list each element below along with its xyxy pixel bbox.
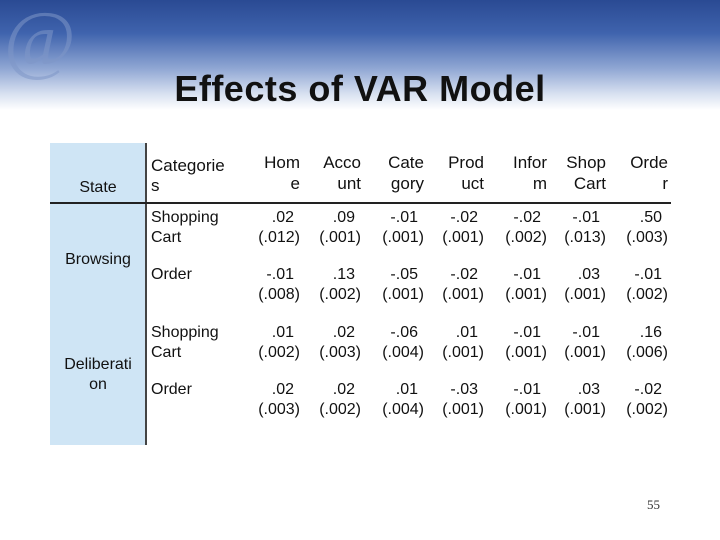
standard-error-value: (.003) [258, 401, 300, 418]
row-category-shopping-cart: Shopping Cart [151, 324, 219, 361]
standard-error-value: (.012) [258, 229, 300, 246]
coefficient-value: -.01 [513, 324, 541, 341]
standard-error-value: (.004) [382, 401, 424, 418]
header-state: State [79, 179, 117, 196]
coefficient-value: .50 [639, 209, 662, 226]
standard-error-value: (.002) [319, 401, 361, 418]
standard-error-value: (.001) [564, 344, 606, 361]
coefficient-value: .02 [332, 324, 355, 341]
coefficient-value: .01 [455, 324, 478, 341]
header-banner: @ [0, 0, 720, 110]
column-header: Hom e [264, 153, 300, 193]
standard-error-value: (.002) [505, 229, 547, 246]
standard-error-value: (.002) [258, 344, 300, 361]
column-header: Prod uct [448, 153, 484, 193]
coefficient-value: -.01 [513, 266, 541, 283]
coefficient-value: .01 [271, 324, 294, 341]
standard-error-value: (.001) [505, 401, 547, 418]
coefficient-value: -.01 [572, 209, 600, 226]
coefficient-value: -.02 [450, 266, 478, 283]
column-header: Orde r [630, 153, 668, 193]
coefficient-value: -.01 [634, 266, 662, 283]
coefficient-value: -.01 [266, 266, 294, 283]
standard-error-value: (.001) [382, 229, 424, 246]
standard-error-value: (.001) [442, 229, 484, 246]
standard-error-value: (.006) [626, 344, 668, 361]
standard-error-value: (.001) [442, 401, 484, 418]
at-sign-logo: @ [4, 0, 76, 82]
column-header: Acco unt [323, 153, 361, 193]
standard-error-value: (.001) [382, 286, 424, 303]
group-label-browsing: Browsing [65, 251, 131, 268]
column-header: Cate gory [388, 153, 424, 193]
coefficient-value: -.01 [513, 381, 541, 398]
column-header: Shop Cart [566, 153, 606, 193]
coefficient-value: -.01 [572, 324, 600, 341]
standard-error-value: (.001) [505, 344, 547, 361]
coefficient-value: .02 [332, 381, 355, 398]
column-divider [145, 143, 147, 445]
coefficient-value: .02 [271, 209, 294, 226]
coefficient-value: -.05 [390, 266, 418, 283]
standard-error-value: (.003) [319, 344, 361, 361]
row-category-order: Order [151, 381, 192, 398]
group-label-deliberation: Deliberati on [64, 356, 132, 393]
column-header: Infor m [512, 153, 547, 193]
standard-error-value: (.004) [382, 344, 424, 361]
coefficient-value: .01 [395, 381, 418, 398]
coefficient-value: .03 [577, 266, 600, 283]
standard-error-value: (.001) [442, 286, 484, 303]
standard-error-value: (.013) [564, 229, 606, 246]
row-category-shopping-cart: Shopping Cart [151, 209, 219, 246]
standard-error-value: (.001) [442, 344, 484, 361]
coefficient-value: .13 [332, 266, 355, 283]
standard-error-value: (.002) [319, 286, 361, 303]
standard-error-value: (.001) [319, 229, 361, 246]
coefficient-value: .03 [577, 381, 600, 398]
standard-error-value: (.001) [505, 286, 547, 303]
coefficient-value: -.06 [390, 324, 418, 341]
coefficient-value: .16 [639, 324, 662, 341]
coefficient-value: -.02 [634, 381, 662, 398]
coefficient-value: -.03 [450, 381, 478, 398]
standard-error-value: (.008) [258, 286, 300, 303]
coefficient-value: -.02 [450, 209, 478, 226]
standard-error-value: (.003) [626, 229, 668, 246]
row-category-order: Order [151, 266, 192, 283]
slide-title: Effects of VAR Model [174, 68, 546, 109]
standard-error-value: (.002) [626, 401, 668, 418]
coefficient-value: .09 [332, 209, 355, 226]
page-number: 55 [647, 497, 660, 512]
coefficient-value: .02 [271, 381, 294, 398]
standard-error-value: (.002) [626, 286, 668, 303]
header-divider [50, 202, 671, 204]
coefficient-value: -.02 [513, 209, 541, 226]
standard-error-value: (.001) [564, 401, 606, 418]
standard-error-value: (.001) [564, 286, 606, 303]
header-categories: Categorie s [151, 156, 225, 195]
state-column-panel [50, 143, 146, 445]
coefficient-value: -.01 [390, 209, 418, 226]
